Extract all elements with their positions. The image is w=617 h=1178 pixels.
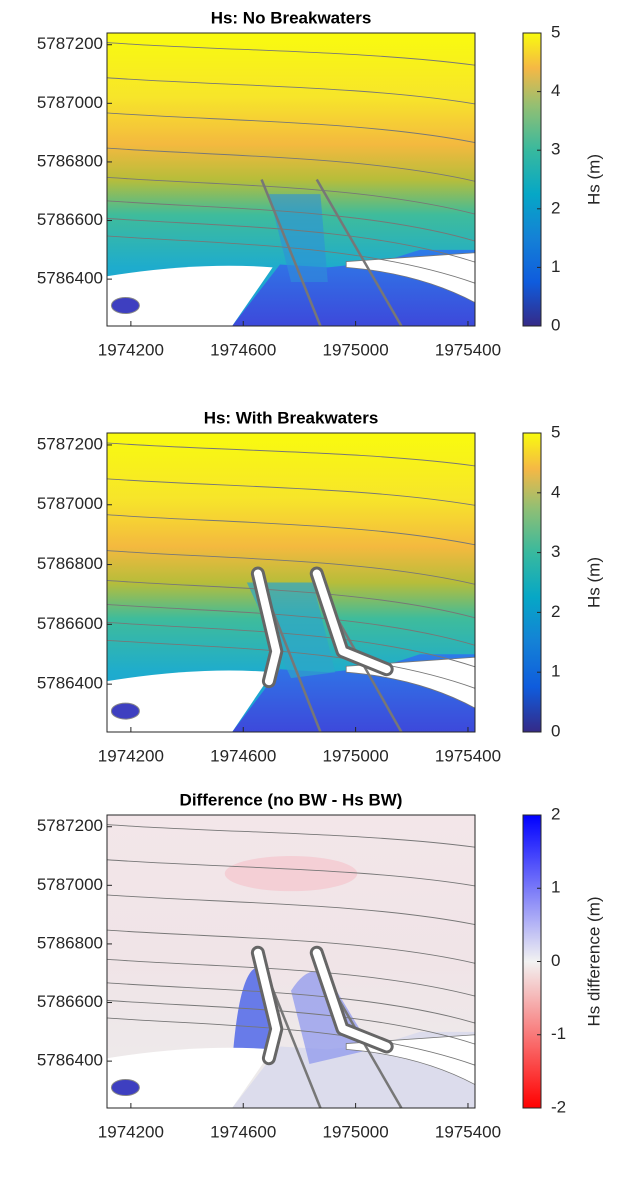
- colorbar-tick-label: 1: [551, 257, 560, 276]
- breakwater: [312, 569, 391, 674]
- land: [107, 1047, 273, 1108]
- contour: [106, 112, 476, 144]
- colorbar-label: Hs (m): [584, 154, 603, 205]
- contour: [106, 824, 476, 848]
- contour: [106, 442, 476, 467]
- land: [110, 1078, 140, 1096]
- y-tick-label: 5786400: [37, 1051, 103, 1070]
- contour: [106, 176, 476, 215]
- y-tick-label: 5786600: [37, 614, 103, 633]
- contour: [106, 42, 476, 66]
- y-tick-label: 5787000: [37, 875, 103, 894]
- breakwater: [253, 948, 281, 1063]
- colorbar-tick-label: 2: [551, 602, 560, 621]
- contour: [106, 639, 476, 689]
- colorbar-tick-label: 4: [551, 482, 560, 501]
- contour: [106, 958, 476, 997]
- contour: [106, 999, 476, 1045]
- diff-patch: [224, 856, 358, 892]
- channel-edge: [315, 178, 403, 327]
- colorbar: [522, 432, 542, 733]
- x-tick-label: 1975000: [323, 1122, 389, 1141]
- contour: [106, 235, 476, 284]
- chart-title: Hs: No Breakwaters: [211, 8, 372, 27]
- colorbar-tick-label: 0: [551, 721, 560, 740]
- contour: [106, 894, 476, 926]
- y-tick-label: 5786800: [37, 151, 103, 170]
- colorbar-tick-label: -2: [551, 1097, 566, 1116]
- contour: [106, 478, 476, 506]
- land: [107, 265, 273, 326]
- axes-box: [106, 814, 476, 1109]
- colorbar-tick-label: 5: [551, 22, 560, 41]
- y-tick-label: 5786400: [37, 269, 103, 288]
- colorbar-tick-label: 1: [551, 662, 560, 681]
- y-tick-label: 5787000: [37, 93, 103, 112]
- x-tick-label: 1974600: [210, 340, 276, 359]
- breakwater: [253, 569, 281, 686]
- colorbar-label: Hs difference (m): [584, 896, 603, 1026]
- y-tick-label: 5786600: [37, 992, 103, 1011]
- chart-title: Difference (no BW - Hs BW): [180, 790, 403, 809]
- x-tick-label: 1974200: [98, 340, 164, 359]
- contour: [106, 217, 476, 263]
- colorbar-tick-label: 3: [551, 140, 560, 159]
- contour: [106, 147, 476, 182]
- channel-edge: [260, 179, 322, 327]
- x-tick-label: 1975000: [323, 746, 389, 765]
- contour: [106, 77, 476, 105]
- channel-field: [268, 194, 328, 283]
- y-tick-label: 5786800: [37, 933, 103, 952]
- y-tick-label: 5787200: [37, 816, 103, 835]
- y-tick-label: 5787200: [37, 434, 103, 453]
- plot-area: [106, 815, 476, 1109]
- contour: [106, 200, 476, 242]
- x-tick-label: 1974200: [98, 746, 164, 765]
- colorbar-tick-label: 2: [551, 804, 560, 823]
- contour: [106, 1017, 476, 1066]
- chart-title: Hs: With Breakwaters: [204, 408, 379, 427]
- contour: [106, 859, 476, 887]
- colorbar-tick-label: 3: [551, 542, 560, 561]
- colorbar: [522, 32, 542, 327]
- colorbar-tick-label: 0: [551, 951, 560, 970]
- y-tick-label: 5786400: [37, 674, 103, 693]
- contour: [106, 603, 476, 646]
- land: [107, 670, 273, 732]
- colorbar-tick-label: 1: [551, 878, 560, 897]
- plot-area: [106, 33, 476, 327]
- y-tick-label: 5787200: [37, 34, 103, 53]
- colorbar-label: Hs (m): [584, 557, 603, 608]
- colorbar-tick-label: 4: [551, 81, 560, 100]
- axes-box: [106, 32, 476, 327]
- plot-area: [106, 433, 476, 733]
- x-tick-label: 1974600: [210, 1122, 276, 1141]
- x-tick-label: 1975400: [435, 746, 501, 765]
- colorbar-tick-label: 5: [551, 422, 560, 441]
- x-tick-label: 1975400: [435, 1122, 501, 1141]
- y-tick-label: 5786800: [37, 554, 103, 573]
- contour: [106, 621, 476, 668]
- y-tick-label: 5787000: [37, 494, 103, 513]
- contour: [106, 550, 476, 585]
- axes-box: [106, 432, 476, 733]
- y-tick-label: 5786600: [37, 210, 103, 229]
- contour: [106, 929, 476, 964]
- colorbar-tick-label: 0: [551, 315, 560, 334]
- contour: [106, 580, 476, 619]
- x-tick-label: 1975400: [435, 340, 501, 359]
- colorbar-tick-label: 2: [551, 198, 560, 217]
- contour: [106, 982, 476, 1024]
- land: [110, 702, 140, 720]
- colorbar-tick-label: -1: [551, 1024, 566, 1043]
- x-tick-label: 1974200: [98, 1122, 164, 1141]
- breakwater: [312, 948, 391, 1051]
- x-tick-label: 1975000: [323, 340, 389, 359]
- contour: [106, 514, 476, 546]
- x-tick-label: 1974600: [210, 746, 276, 765]
- land: [110, 296, 140, 314]
